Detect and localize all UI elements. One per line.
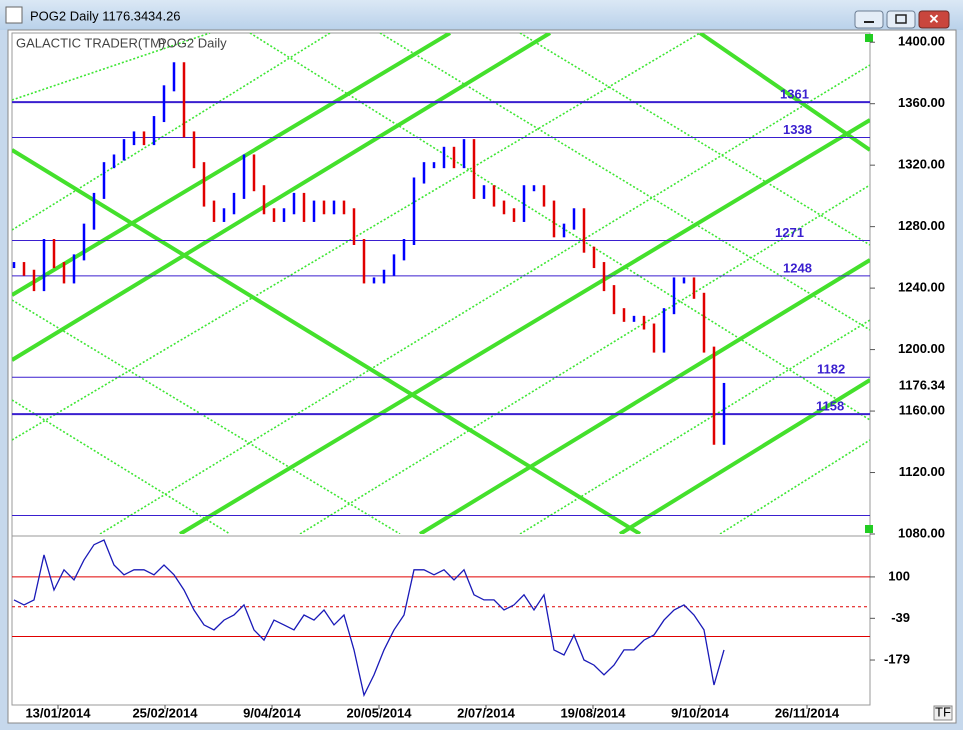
x-tick-label: 20/05/2014 xyxy=(346,705,412,720)
oscillator-line xyxy=(13,539,725,698)
y-tick-label: -39 xyxy=(891,610,910,625)
maximize-button[interactable] xyxy=(886,10,916,29)
marker xyxy=(865,525,873,533)
tf-label: TF xyxy=(935,704,951,719)
x-tick-label: 19/08/2014 xyxy=(560,705,626,720)
x-tick-label: 26/11/2014 xyxy=(775,705,840,720)
gann-lines xyxy=(12,33,870,534)
level-label: 1182 xyxy=(817,362,845,377)
y-tick-label: -179 xyxy=(884,651,910,666)
x-tick-label: 2/07/2014 xyxy=(457,705,516,720)
marker xyxy=(865,34,873,42)
y-tick-label: 1080.00 xyxy=(898,525,945,540)
chart-title: GALACTIC TRADER(TM) xyxy=(16,35,165,50)
x-tick-label: 25/02/2014 xyxy=(132,705,198,720)
last-price-label: 1176.34 xyxy=(899,377,946,392)
x-tick-label: 9/04/2014 xyxy=(243,705,302,720)
level-label: 1158 xyxy=(816,399,844,414)
x-tick-label: 9/10/2014 xyxy=(671,705,730,720)
y-tick-label: 1240.00 xyxy=(898,280,945,295)
level-label: 1338 xyxy=(783,122,812,137)
y-tick-label: 1200.00 xyxy=(898,341,945,356)
chart-subtitle: POG2 Daily xyxy=(158,35,227,50)
y-tick-label: 1320.00 xyxy=(898,157,945,172)
close-icon: ✕ xyxy=(929,11,940,26)
level-label: 1271 xyxy=(775,225,804,240)
y-tick-label: 1400.00 xyxy=(898,34,945,49)
chart-area xyxy=(7,29,957,724)
y-tick-label: 100 xyxy=(888,568,910,583)
change-value: 34.26 xyxy=(148,8,181,23)
level-label: 1248 xyxy=(783,260,812,275)
y-tick-label: 1120.00 xyxy=(899,464,945,479)
y-tick-label: 1280.00 xyxy=(898,218,945,233)
level-label: 1361 xyxy=(780,87,809,102)
window-title: POG2 Daily 1176.34 xyxy=(30,8,148,23)
title-bar xyxy=(0,0,963,30)
close-button[interactable] xyxy=(918,10,950,29)
app-icon xyxy=(5,6,23,24)
y-tick-label: 1360.00 xyxy=(898,95,945,110)
y-tick-label: 1160.00 xyxy=(899,402,945,417)
x-tick-label: 13/01/2014 xyxy=(25,705,91,720)
maximize-icon xyxy=(895,14,907,24)
tf-button[interactable] xyxy=(933,705,953,721)
minimize-button[interactable] xyxy=(854,10,884,29)
plot-frame xyxy=(11,32,871,706)
